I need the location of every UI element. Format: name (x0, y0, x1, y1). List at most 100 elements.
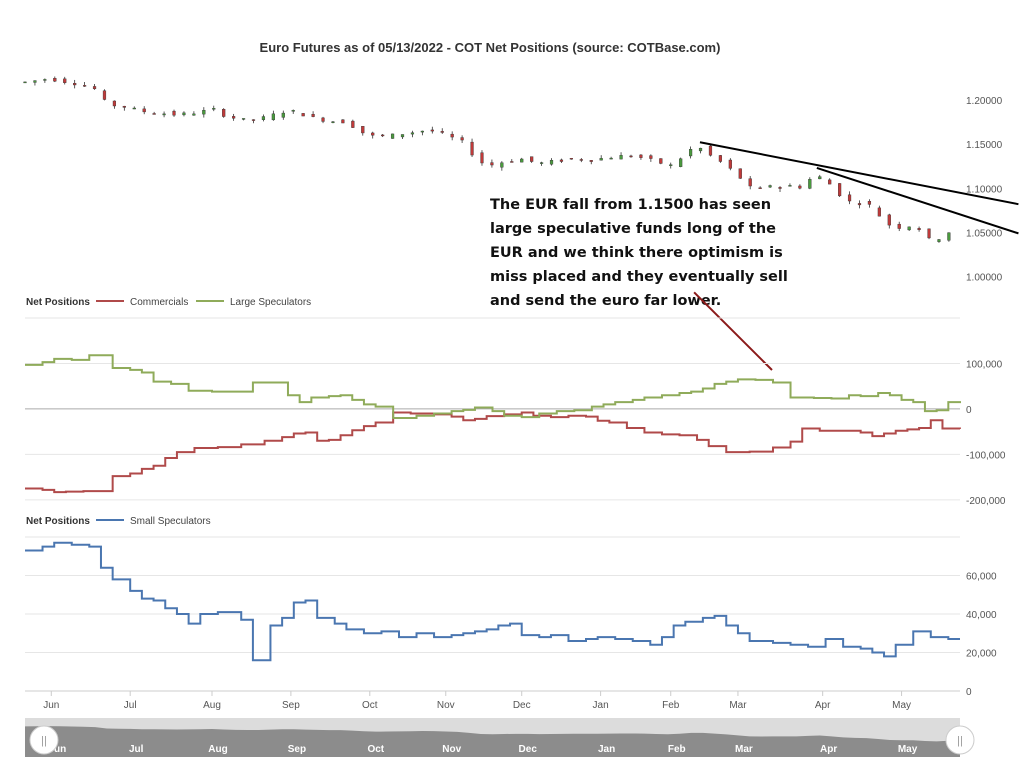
candle-body (23, 81, 27, 84)
navigator-label: Aug (208, 744, 227, 755)
candle-body (112, 100, 117, 107)
price-trendlines (699, 141, 1019, 235)
candle-body (232, 116, 236, 119)
navigator-label: Feb (668, 744, 686, 755)
small-spec-tick-label: 20,000 (966, 649, 997, 660)
navigator-label: Jan (598, 744, 615, 755)
x-tick-label: Dec (513, 700, 531, 711)
candle-body (947, 232, 951, 241)
x-tick-label: Aug (203, 700, 221, 711)
x-axis: Jun Jul Aug Sep Oct Nov Dec Jan Feb Mar Apr May (43, 691, 911, 711)
navigator-label: Nov (442, 744, 461, 755)
small-spec-series (25, 541, 960, 662)
candle-body (808, 179, 812, 189)
annotation-arrow (693, 291, 773, 371)
candle-body (897, 223, 901, 229)
candle-body (182, 112, 186, 116)
candle-body (669, 164, 673, 166)
candle-body (599, 158, 603, 161)
candle-body (679, 158, 683, 167)
x-tick-label: May (892, 700, 911, 711)
candle-body (311, 114, 315, 117)
annotation-text-line: and send the euro far lower. (490, 293, 721, 309)
annotation-text-line: large speculative funds long of the (490, 221, 776, 237)
candle-body (63, 78, 67, 83)
candle-body (530, 156, 534, 162)
candle-body (520, 158, 524, 163)
price-y-axis: 1.20000 1.15000 1.10000 1.05000 1.00000 (966, 96, 1003, 284)
candle-body (510, 161, 514, 163)
candle-body (847, 194, 852, 202)
candle-body (450, 133, 454, 138)
positions-legend: Net Positions Commercials Large Speculat… (26, 297, 311, 308)
candle-body (579, 159, 583, 161)
candle-body (261, 116, 266, 120)
small-spec-panel: 60,000 40,000 20,000 0 (25, 536, 997, 698)
small-spec-legend: Net Positions Small Speculators (26, 516, 211, 527)
candle-body (798, 185, 802, 189)
candle-body (222, 109, 226, 117)
candle-body (788, 185, 792, 187)
candle-body (778, 187, 782, 189)
candle-body (291, 110, 295, 112)
price-tick-label: 1.00000 (966, 273, 1003, 284)
candle-body (440, 131, 444, 133)
navigator-handle-right-knob[interactable] (945, 725, 975, 755)
legend-item-small-speculators[interactable]: Small Speculators (130, 516, 211, 527)
legend-item-large-speculators[interactable]: Large Speculators (230, 297, 311, 308)
navigator-label: Mar (735, 744, 753, 755)
series-line-commercials[interactable] (25, 411, 961, 494)
small-spec-tick-label: 40,000 (966, 610, 997, 621)
candle-body (748, 178, 752, 187)
x-tick-label: Oct (362, 700, 378, 711)
candle-body (172, 110, 176, 116)
positions-panel: 100,000 0 -100,000 -200,000 (25, 317, 1006, 507)
series-line-small-speculators[interactable] (25, 541, 960, 662)
candle-body (609, 157, 613, 160)
navigator[interactable]: Jun Jul Aug Sep Oct Nov Dec Jan Feb Mar Apr May || || (25, 718, 975, 757)
small-spec-tick-label: 0 (966, 687, 972, 698)
navigator-handle-left-knob[interactable] (29, 725, 59, 755)
candle-body (420, 130, 424, 133)
candle-body (857, 203, 862, 206)
x-tick-label: Apr (815, 700, 831, 711)
candle-body (480, 152, 484, 164)
candle-body (430, 129, 434, 132)
candle-body (490, 162, 494, 166)
candle-body (73, 83, 77, 86)
candle-body (212, 108, 216, 110)
candle-body (202, 109, 206, 115)
annotation-text-line: EUR and we think there optimism is (490, 245, 783, 261)
legend-item-commercials[interactable]: Commercials (130, 297, 188, 308)
candle-body (629, 155, 633, 158)
navigator-label: Jul (129, 744, 144, 755)
annotation-text-line: miss placed and they eventually sell (490, 269, 788, 285)
candle-body (689, 149, 693, 157)
candle-body (271, 113, 275, 121)
navigator-series (25, 726, 960, 757)
candle-body (241, 118, 246, 120)
x-tick-label: Sep (282, 700, 300, 711)
navigator-handle-left[interactable]: || (29, 725, 59, 755)
candle-body (659, 158, 663, 164)
x-tick-label: Jul (124, 700, 137, 711)
candle-body (639, 154, 643, 158)
price-tick-label: 1.20000 (966, 96, 1003, 107)
candle-body (102, 90, 107, 100)
positions-tick-label: -100,000 (966, 450, 1006, 461)
candle-body (460, 137, 464, 141)
series-line-large-speculators[interactable] (25, 354, 961, 419)
candle-body (341, 119, 345, 124)
price-candles (23, 76, 951, 243)
positions-tick-label: 0 (966, 405, 972, 416)
candle-body (818, 176, 822, 180)
chart-title: Euro Futures as of 05/13/2022 - COT Net … (260, 40, 721, 55)
candle-body (361, 126, 365, 134)
candle-body (142, 108, 146, 113)
candle-body (331, 121, 335, 123)
candle-body (887, 214, 891, 226)
candle-body (83, 85, 87, 87)
navigator-handle-right[interactable]: || (945, 725, 975, 755)
